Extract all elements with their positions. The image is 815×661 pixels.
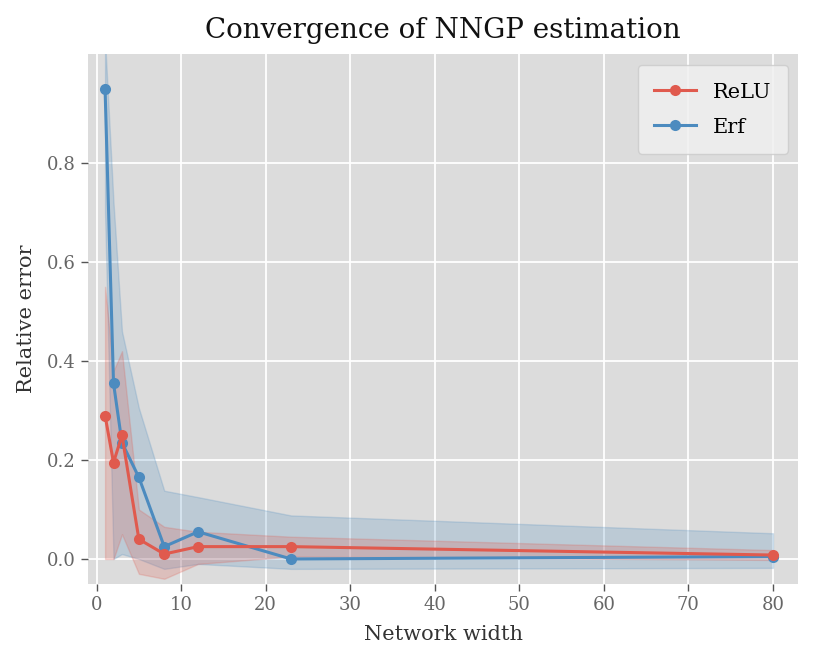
X-axis label: Network width: Network width [363,625,522,644]
ReLU [100,412,110,420]
ReLU [160,550,170,558]
Erf [100,85,110,93]
Erf [108,379,118,387]
Erf [193,527,203,535]
ReLU [134,535,143,543]
ReLU [108,459,118,467]
Legend: ReLU, Erf: ReLU, Erf [638,65,788,153]
Title: Convergence of NNGP estimation: Convergence of NNGP estimation [205,17,681,44]
Line: ReLU: ReLU [99,410,778,561]
ReLU [193,543,203,551]
Erf [768,553,778,561]
Erf [117,439,127,447]
ReLU [768,551,778,559]
Erf [286,555,296,563]
Erf [134,473,143,481]
ReLU [286,543,296,551]
Erf [160,543,170,551]
Y-axis label: Relative error: Relative error [16,245,36,393]
ReLU [117,432,127,440]
Line: Erf: Erf [99,83,778,564]
